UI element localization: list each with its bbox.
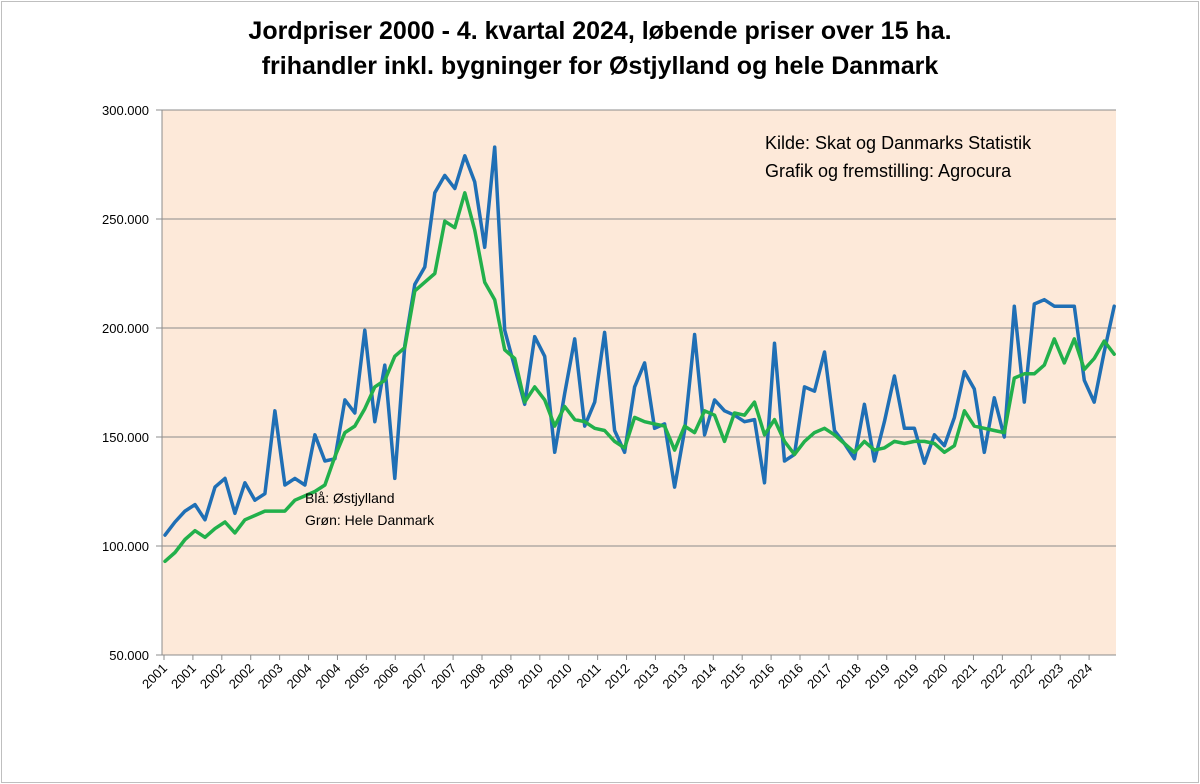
x-tick-label: 2013 <box>659 661 690 692</box>
x-tick-label: 2001 <box>168 661 199 692</box>
series-line-eastjutland <box>163 145 1116 537</box>
chart-title: Jordpriser 2000 - 4. kvartal 2024, løben… <box>0 14 1200 84</box>
y-tick-label: 200.000 <box>102 321 149 336</box>
annotations: Kilde: Skat og Danmarks Statistik Grafik… <box>305 133 1032 528</box>
x-tick-label: 2002 <box>197 661 228 692</box>
x-tick-label: 2024 <box>1064 661 1095 692</box>
credit-note: Grafik og fremstilling: Agrocura <box>765 161 1012 181</box>
x-tick-label: 2004 <box>284 661 315 692</box>
x-tick-label: 2010 <box>515 661 546 692</box>
x-tick-label: 2022 <box>977 661 1008 692</box>
x-tick-label: 2016 <box>775 661 806 692</box>
x-tick-label: 2006 <box>370 661 401 692</box>
x-tick-label: 2019 <box>891 661 922 692</box>
legend-note-eastjutland: Blå: Østjylland <box>305 490 394 506</box>
y-tick-label: 150.000 <box>102 430 149 445</box>
x-tick-label: 2015 <box>717 661 748 692</box>
x-tick-label: 2023 <box>1035 661 1066 692</box>
plot-area <box>162 110 1116 655</box>
legend-note-denmark: Grøn: Hele Danmark <box>305 512 435 528</box>
x-tick-label: 2021 <box>949 661 980 692</box>
x-tick-label: 2012 <box>602 661 633 692</box>
source-note: Kilde: Skat og Danmarks Statistik <box>765 133 1032 153</box>
chart-title-line-2: frihandler inkl. bygninger for Østjyllan… <box>261 52 939 80</box>
x-tick-label: 2019 <box>862 661 893 692</box>
x-tick-label: 2001 <box>139 661 170 692</box>
x-tick-label: 2002 <box>226 661 257 692</box>
x-tick-label: 2017 <box>804 661 835 692</box>
x-tick-label: 2014 <box>688 661 719 692</box>
x-tick-label: 2004 <box>313 661 344 692</box>
x-tick-label: 2013 <box>631 661 662 692</box>
y-tick-label: 100.000 <box>102 539 149 554</box>
chart-title-line-1: Jordpriser 2000 - 4. kvartal 2024, løben… <box>248 17 952 45</box>
x-tick-label: 2018 <box>833 661 864 692</box>
x-tick-label: 2016 <box>746 661 777 692</box>
x-tick-label: 2022 <box>1006 661 1037 692</box>
x-tick-label: 2007 <box>399 661 430 692</box>
series-lines <box>163 145 1116 564</box>
x-tick-label: 2009 <box>486 661 517 692</box>
y-tick-label: 300.000 <box>102 103 149 118</box>
y-tick-label: 50.000 <box>109 648 149 663</box>
x-tick-label: 2003 <box>255 661 286 692</box>
x-tick-label: 2010 <box>544 661 575 692</box>
series-line-denmark <box>163 191 1116 564</box>
x-tick-label: 2008 <box>457 661 488 692</box>
x-tick-label: 2011 <box>573 661 603 691</box>
x-tick-label: 2020 <box>920 661 951 692</box>
y-tick-label: 250.000 <box>102 212 149 227</box>
x-tick-label: 2007 <box>428 661 459 692</box>
x-tick-label: 2005 <box>341 661 372 692</box>
